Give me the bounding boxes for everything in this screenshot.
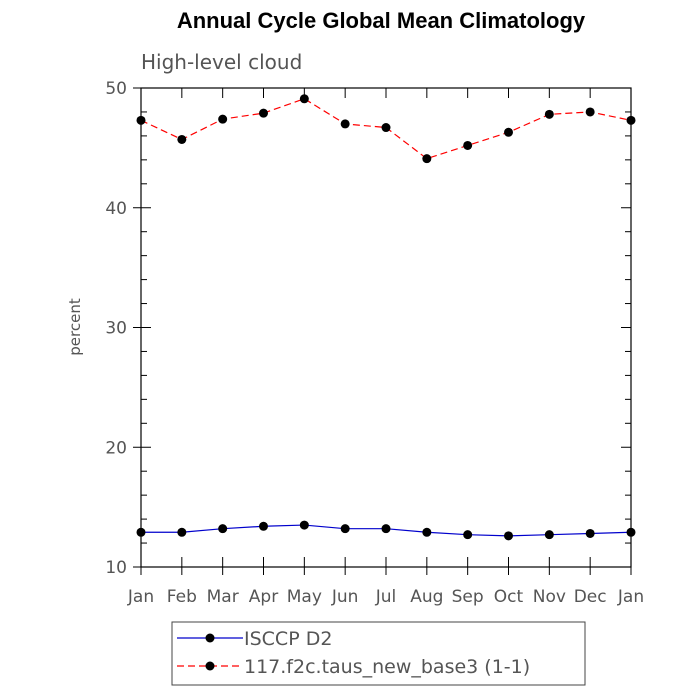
- data-point: [259, 521, 268, 531]
- x-tick-label: Mar: [207, 587, 239, 607]
- data-point: [463, 530, 473, 540]
- x-tick-label: Aug: [410, 587, 443, 607]
- data-point: [340, 119, 350, 129]
- data-point: [585, 107, 595, 117]
- data-point: [504, 531, 513, 541]
- data-point: [177, 134, 187, 144]
- series-group: [136, 94, 636, 541]
- x-tick-label: May: [287, 587, 322, 607]
- data-point: [422, 527, 432, 537]
- data-point: [422, 154, 432, 164]
- data-point: [340, 524, 350, 534]
- y-tick-label: 50: [105, 79, 127, 99]
- x-tick-label: Oct: [494, 587, 524, 607]
- axis-ticks: [133, 87, 632, 575]
- x-tick-label: Jan: [617, 587, 644, 607]
- legend-marker: [205, 661, 215, 671]
- x-tick-label: Nov: [533, 587, 566, 607]
- data-point: [177, 527, 187, 537]
- y-tick-labels: 10 20 30 40 50: [105, 79, 127, 578]
- data-point: [381, 123, 391, 133]
- data-point: [299, 94, 309, 104]
- y-tick-label: 20: [105, 438, 127, 458]
- data-point: [136, 115, 146, 125]
- data-point: [218, 114, 228, 124]
- data-point: [544, 109, 554, 119]
- legend-marker: [205, 633, 215, 643]
- x-tick-label: Dec: [574, 587, 607, 607]
- chart-title: Annual Cycle Global Mean Climatology: [176, 8, 586, 33]
- data-point: [136, 527, 146, 537]
- data-point: [585, 528, 595, 538]
- x-tick-label: Feb: [167, 587, 197, 607]
- x-tick-labels: Jan Feb Mar Apr May Jun Jul Aug Sep Oct Nov Dec Jan: [127, 587, 644, 607]
- x-tick-label: Jun: [331, 587, 359, 607]
- legend-label: 117.f2c.taus_new_base3 (1-1): [244, 656, 530, 678]
- legend: ISCCP D2 117.f2c.taus_new_base3 (1-1): [171, 621, 586, 686]
- x-tick-label: Jan: [127, 587, 154, 607]
- data-point: [218, 524, 228, 534]
- x-tick-label: Sep: [452, 587, 484, 607]
- y-axis-label: percent: [66, 298, 84, 356]
- y-tick-label: 30: [105, 319, 127, 339]
- data-point: [544, 530, 554, 540]
- plot-frame: [140, 87, 632, 568]
- data-point: [626, 115, 636, 125]
- x-tick-label: Apr: [249, 587, 278, 607]
- data-point: [504, 127, 513, 137]
- y-tick-label: 10: [105, 558, 127, 578]
- data-point: [463, 140, 473, 150]
- legend-box: [171, 621, 586, 686]
- data-point: [626, 527, 636, 537]
- legend-label: ISCCP D2: [244, 628, 332, 650]
- data-point: [259, 108, 268, 118]
- y-tick-label: 40: [105, 199, 127, 219]
- chart-subtitle: High-level cloud: [141, 50, 302, 74]
- x-tick-label: Jul: [375, 587, 397, 607]
- data-point: [381, 524, 391, 534]
- data-point: [299, 520, 309, 530]
